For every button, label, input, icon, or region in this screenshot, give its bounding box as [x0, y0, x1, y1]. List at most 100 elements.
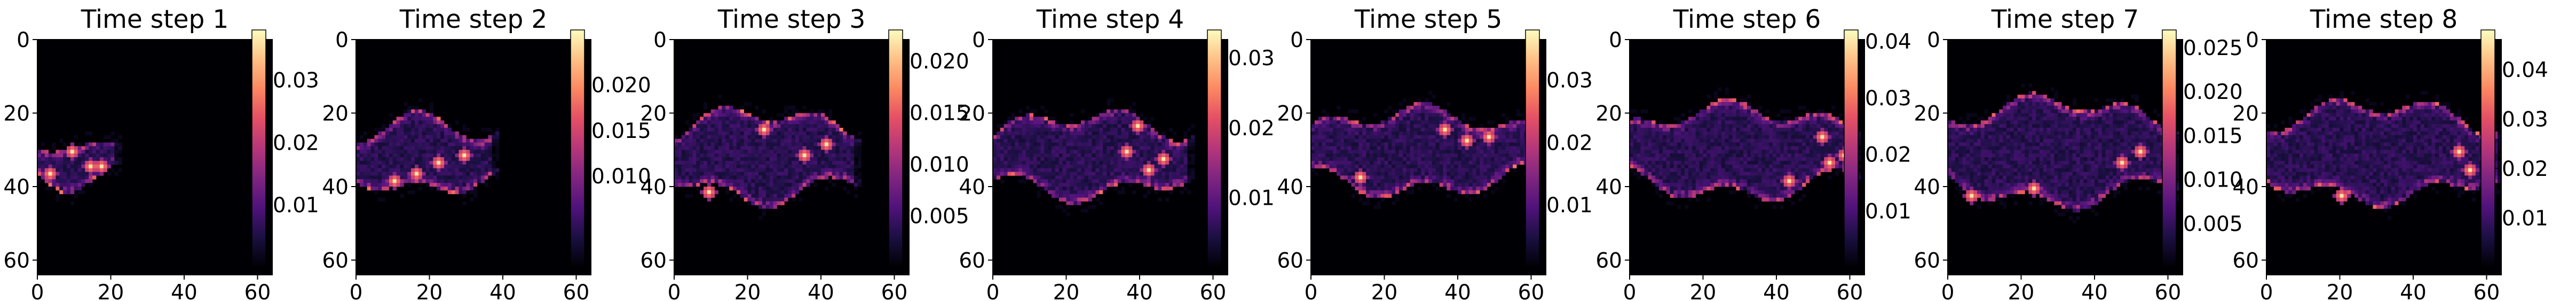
heatmap-cell	[1322, 150, 1326, 154]
heatmap-cell	[1022, 164, 1026, 169]
heatmap-cell	[437, 179, 441, 183]
heatmap-cell	[1644, 128, 1648, 132]
heatmap-cell	[1795, 128, 1799, 132]
heatmap-cell	[747, 153, 752, 158]
heatmap-cell	[692, 124, 697, 128]
heatmap-cell	[1648, 146, 1652, 150]
heatmap-cell	[1736, 117, 1740, 121]
heatmap-cell	[700, 172, 704, 176]
heatmap-cell	[1395, 172, 1400, 176]
heatmap-cell	[1413, 135, 1418, 140]
heatmap-cell	[1183, 135, 1188, 140]
heatmap-cell	[788, 128, 792, 132]
heatmap-cell	[1509, 120, 1513, 125]
heatmap-cell	[1447, 157, 1451, 161]
heatmap-cell	[1150, 128, 1155, 132]
heatmap-cell	[1435, 160, 1440, 165]
heatmap-cell	[411, 105, 415, 110]
heatmap-cell	[1351, 128, 1355, 132]
heatmap-cell	[1425, 146, 1429, 150]
heatmap-cell	[392, 187, 397, 191]
heatmap-cell	[1406, 160, 1411, 165]
heatmap-cell	[1692, 128, 1696, 132]
heatmap-cell	[777, 135, 781, 140]
heatmap-cell	[477, 160, 481, 165]
heatmap-cell	[1750, 113, 1755, 117]
heatmap-cell	[411, 150, 415, 154]
colorbar-tick-label: 0.01	[1546, 194, 1593, 218]
heatmap-cell	[747, 150, 752, 154]
heatmap-cell	[710, 128, 715, 132]
heatmap-cell	[1029, 160, 1034, 165]
heatmap-cell	[824, 146, 829, 150]
heatmap-cell	[1058, 142, 1063, 146]
heatmap-cell	[411, 160, 415, 165]
heatmap-cell	[1454, 135, 1458, 140]
heatmap-cell	[488, 164, 492, 169]
heatmap-cell	[400, 142, 404, 146]
heatmap-cell	[1468, 190, 1473, 195]
heatmap-cell	[1692, 124, 1696, 128]
heatmap-cell	[710, 172, 715, 176]
heatmap-cell	[473, 146, 478, 150]
heatmap-cell	[1502, 160, 1506, 165]
colorbar-tick-label: 0.03	[273, 68, 319, 92]
heatmap-cell	[707, 146, 712, 150]
heatmap-cell	[762, 205, 767, 209]
heatmap-cell	[1425, 102, 1429, 106]
heatmap-cell	[1058, 146, 1063, 150]
heatmap-cell	[1443, 131, 1447, 136]
heatmap-cell	[422, 131, 426, 136]
heatmap-cell	[1732, 128, 1736, 132]
heatmap-cell	[835, 124, 840, 128]
heatmap-cell	[1494, 168, 1499, 172]
heatmap-cell	[1362, 183, 1366, 187]
heatmap-cell	[1025, 172, 1030, 176]
heatmap-cell	[1077, 131, 1081, 136]
heatmap-cell	[1084, 168, 1089, 172]
heatmap-cell	[462, 187, 467, 191]
heatmap-cell	[1347, 146, 1352, 150]
heatmap-cell	[1435, 164, 1440, 169]
heatmap-cell	[1084, 194, 1089, 198]
heatmap-cell	[777, 150, 781, 154]
heatmap-cell	[1110, 157, 1115, 161]
heatmap-cell	[1052, 179, 1056, 183]
heatmap-cell	[1099, 150, 1103, 154]
heatmap-cell	[765, 201, 770, 205]
heatmap-cell	[451, 190, 456, 195]
heatmap-cell	[400, 160, 404, 165]
heatmap-cell	[799, 179, 803, 183]
heatmap-cell	[736, 117, 741, 121]
heatmap-cell	[677, 183, 682, 187]
heatmap-cell	[788, 183, 792, 187]
heatmap-cell	[710, 157, 715, 161]
heatmap-cell	[854, 183, 858, 187]
heatmap-cell	[1648, 138, 1652, 143]
heatmap-cell	[725, 175, 730, 180]
heatmap-cell	[359, 146, 364, 150]
heatmap-cell	[1747, 120, 1751, 125]
heatmap-cell	[1695, 117, 1700, 121]
heatmap-cell	[1358, 197, 1363, 202]
heatmap-cell	[1795, 142, 1799, 146]
heatmap-cell	[1384, 153, 1388, 158]
heatmap-cell	[411, 142, 415, 146]
heatmap-cell	[1077, 164, 1081, 169]
heatmap-cell	[733, 157, 737, 161]
heatmap-cell	[773, 124, 777, 128]
heatmap-cell	[1516, 109, 1521, 113]
heatmap-cell	[477, 150, 481, 154]
heatmap-cell	[1388, 105, 1392, 110]
heatmap-cell	[77, 160, 82, 165]
heatmap-cell	[444, 157, 448, 161]
colorbar-gradient	[251, 29, 266, 268]
heatmap-cell	[1465, 135, 1469, 140]
heatmap-cell	[1392, 157, 1396, 161]
heatmap-cell	[740, 190, 745, 195]
heatmap-cell	[1688, 131, 1693, 136]
heatmap-cell	[451, 183, 456, 187]
heatmap-cell	[832, 146, 836, 150]
heatmap-cell	[447, 146, 452, 150]
